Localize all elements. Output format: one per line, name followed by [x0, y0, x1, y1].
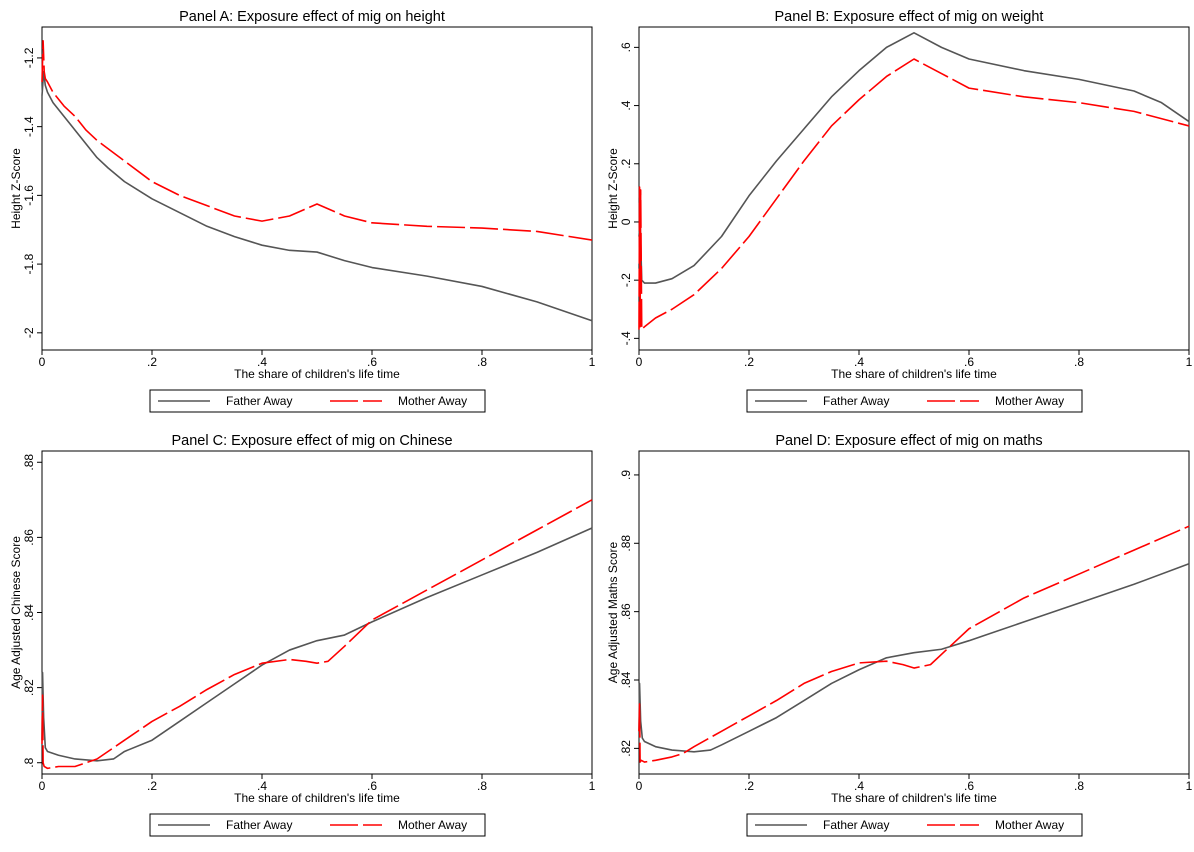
- y-tick-label: .88: [22, 454, 36, 471]
- x-tick-label: 1: [589, 355, 596, 369]
- y-tick-label: -1.8: [22, 253, 36, 274]
- y-tick-label: -1.6: [22, 185, 36, 206]
- y-axis-label: Height Z-Score: [9, 148, 23, 229]
- chart-title: Panel A: Exposure effect of mig on heigh…: [179, 9, 445, 25]
- y-tick-label: 0: [619, 218, 633, 225]
- x-tick-label: 0: [39, 355, 46, 369]
- x-tick-label: .6: [367, 779, 377, 793]
- x-tick-label: 0: [636, 355, 643, 369]
- chart-panel-3: Panel D: Exposure effect of mig on maths…: [606, 433, 1193, 837]
- y-tick-label: .82: [22, 679, 36, 696]
- legend-box: [149, 813, 486, 837]
- series-line-father-away: [41, 70, 593, 322]
- chart-title: Panel D: Exposure effect of mig on maths: [775, 433, 1042, 449]
- x-tick-label: 0: [636, 779, 643, 793]
- x-tick-label: 1: [589, 779, 596, 793]
- x-tick-label: 1: [1186, 779, 1193, 793]
- y-tick-label: -1.2: [22, 47, 36, 68]
- y-tick-label: .86: [22, 529, 36, 546]
- legend-label-mother-away: Mother Away: [398, 394, 467, 408]
- y-axis-label: Age Adjusted Maths Score: [606, 541, 620, 683]
- legend-label-father-away: Father Away: [823, 818, 889, 832]
- x-tick-label: .8: [1074, 355, 1084, 369]
- x-tick-label: 0: [39, 779, 46, 793]
- x-axis-label: The share of children's life time: [234, 367, 400, 381]
- x-tick-label: .6: [964, 355, 974, 369]
- series-line-mother-away: [638, 525, 1190, 763]
- legend-label-mother-away: Mother Away: [995, 394, 1064, 408]
- x-tick-label: .4: [854, 355, 864, 369]
- legend-box: [149, 389, 486, 413]
- y-tick-label: .9: [619, 470, 633, 480]
- x-axis-label: The share of children's life time: [831, 367, 997, 381]
- legend-label-father-away: Father Away: [823, 394, 889, 408]
- x-tick-label: .4: [257, 355, 267, 369]
- x-tick-label: .8: [1074, 779, 1084, 793]
- x-axis-label: The share of children's life time: [831, 791, 997, 805]
- series-line-father-away: [638, 32, 1190, 284]
- y-tick-label: -.2: [619, 273, 633, 287]
- y-tick-label: -.4: [619, 331, 633, 345]
- y-tick-label: .82: [619, 740, 633, 757]
- y-axis-label: Height Z-Score: [606, 148, 620, 229]
- x-tick-label: .2: [147, 355, 157, 369]
- series-line-mother-away: [41, 39, 593, 241]
- y-tick-label: .4: [619, 100, 633, 110]
- plot-frame: [41, 26, 593, 351]
- legend-box: [746, 389, 1083, 413]
- y-tick-label: .84: [619, 671, 633, 688]
- x-tick-label: .8: [477, 779, 487, 793]
- plot-frame: [41, 450, 593, 775]
- chart-panel-2: Panel C: Exposure effect of mig on Chine…: [9, 433, 596, 837]
- x-tick-label: 1: [1186, 355, 1193, 369]
- x-tick-label: .8: [477, 355, 487, 369]
- chart-panel-1: Panel B: Exposure effect of mig on weigh…: [606, 9, 1193, 413]
- y-tick-label: .88: [619, 535, 633, 552]
- series-line-father-away: [638, 563, 1190, 753]
- series-line-mother-away: [41, 499, 593, 770]
- legend-label-mother-away: Mother Away: [995, 818, 1064, 832]
- x-tick-label: .4: [854, 779, 864, 793]
- chart-title: Panel B: Exposure effect of mig on weigh…: [775, 9, 1044, 25]
- legend-label-father-away: Father Away: [226, 394, 292, 408]
- y-tick-label: -2: [22, 327, 36, 338]
- x-tick-label: .6: [367, 355, 377, 369]
- chart-title: Panel C: Exposure effect of mig on Chine…: [171, 433, 452, 449]
- x-tick-label: .2: [744, 779, 754, 793]
- y-tick-label: .2: [619, 158, 633, 168]
- plot-frame: [638, 450, 1190, 775]
- x-axis-label: The share of children's life time: [234, 791, 400, 805]
- y-tick-label: .84: [22, 604, 36, 621]
- series-line-father-away: [41, 527, 593, 762]
- legend-box: [746, 813, 1083, 837]
- legend-label-father-away: Father Away: [226, 818, 292, 832]
- x-tick-label: .2: [744, 355, 754, 369]
- y-tick-label: -1.4: [22, 116, 36, 137]
- x-tick-label: .4: [257, 779, 267, 793]
- series-line-mother-away: [638, 58, 1190, 331]
- legend-label-mother-away: Mother Away: [398, 818, 467, 832]
- plot-frame: [638, 26, 1190, 351]
- y-tick-label: .6: [619, 42, 633, 52]
- y-axis-label: Age Adjusted Chinese Score: [9, 536, 23, 689]
- x-tick-label: .6: [964, 779, 974, 793]
- chart-panel-0: Panel A: Exposure effect of mig on heigh…: [9, 9, 596, 413]
- y-tick-label: .8: [22, 757, 36, 767]
- x-tick-label: .2: [147, 779, 157, 793]
- y-tick-label: .86: [619, 603, 633, 620]
